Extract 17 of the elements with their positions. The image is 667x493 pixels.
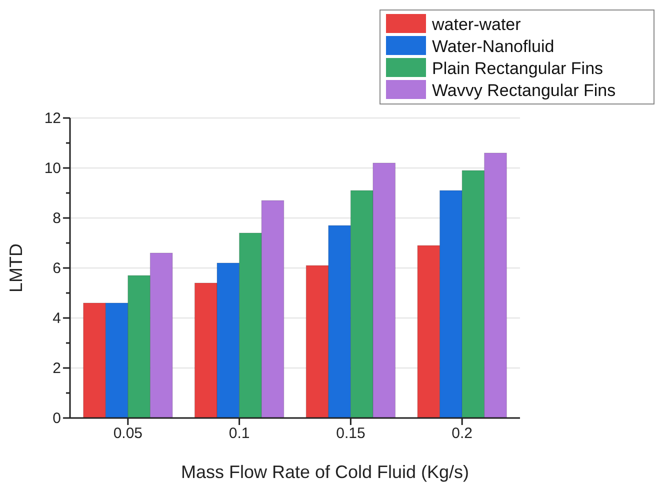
y-axis-title: LMTD <box>6 244 26 292</box>
y-tick-label: 2 <box>52 360 61 377</box>
y-tick-label: 0 <box>52 410 61 427</box>
y-tick-label: 4 <box>52 310 61 327</box>
y-tick-label: 6 <box>52 260 61 277</box>
x-tick-label: 0.05 <box>113 425 143 442</box>
x-axis-title: Mass Flow Rate of Cold Fluid (Kg/s) <box>180 462 470 482</box>
legend-label: water-water <box>431 15 522 34</box>
x-tick-label: 0.1 <box>228 425 250 442</box>
y-tick-label: 10 <box>44 160 61 177</box>
x-tick-label: 0.15 <box>336 425 366 442</box>
x-tick-label: 0.2 <box>452 425 473 442</box>
legend-label: Wavvy Rectangular Fins <box>432 81 616 100</box>
legend-label: Water-Nanofluid <box>432 37 554 56</box>
y-tick-label: 12 <box>44 110 61 127</box>
y-tick-label: 8 <box>52 210 61 227</box>
legend-label: Plain Rectangular Fins <box>432 59 604 78</box>
